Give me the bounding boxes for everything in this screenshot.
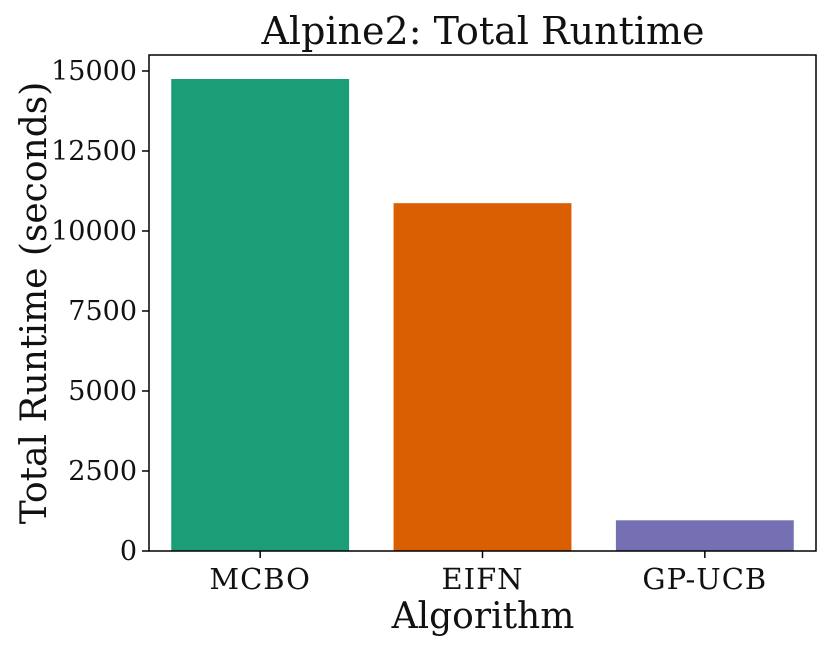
y-tick-label: 0 — [120, 536, 137, 567]
x-tick-label: GP-UCB — [642, 562, 767, 596]
x-tick-label: MCBO — [209, 562, 311, 596]
chart-title: Alpine2: Total Runtime — [260, 9, 704, 53]
plot-frame — [148, 54, 817, 552]
y-tick-label: 7500 — [68, 296, 137, 327]
y-axis: 0 2500 5000 7500 10000 12500 15000 — [51, 56, 149, 567]
x-axis-label: Algorithm — [391, 596, 575, 637]
x-axis: MCBO EIFN GP-UCB — [209, 551, 767, 596]
x-tick-label: EIFN — [441, 562, 523, 596]
y-tick-label: 12500 — [51, 136, 137, 167]
y-tick-label: 10000 — [51, 216, 137, 247]
y-axis-label: Total Runtime (seconds) — [14, 82, 55, 525]
y-tick-label: 2500 — [68, 456, 137, 487]
bars-group — [171, 79, 794, 551]
bar-mcbo — [171, 79, 350, 551]
bar-eifn — [393, 203, 572, 551]
y-tick-label: 15000 — [51, 56, 137, 87]
y-tick-label: 5000 — [68, 376, 137, 407]
bar-gp-ucb — [615, 520, 794, 551]
